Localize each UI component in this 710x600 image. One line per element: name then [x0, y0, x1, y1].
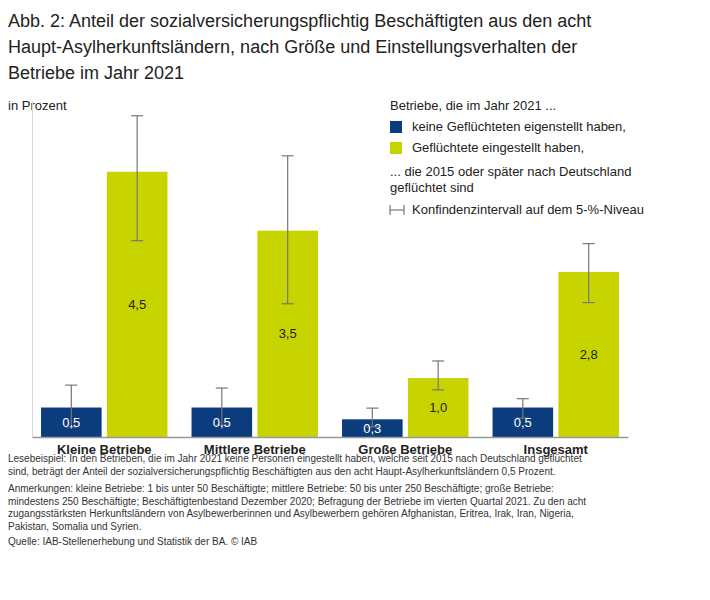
source: Quelle: IAB-Stellenerhebung und Statisti…: [8, 536, 258, 547]
error-bar-cap: [216, 387, 228, 388]
note: mindestens 250 Beschäftigte; Beschäftigt…: [8, 496, 586, 507]
error-bar-cap: [366, 408, 378, 409]
note: sind, beträgt der Anteil der sozialversi…: [8, 466, 556, 477]
error-bar-cap: [432, 389, 444, 390]
error-bar-cap: [583, 243, 595, 244]
note: Lesebeispiel: In den Betrieben, die im J…: [8, 453, 582, 464]
error-bar-cap: [583, 302, 595, 303]
error-bar-cap: [65, 385, 77, 386]
data-label: 0,5: [62, 415, 80, 430]
y-label: in Prozent: [8, 98, 67, 113]
data-label: 4,5: [128, 297, 146, 312]
data-label: 0,5: [514, 415, 532, 430]
title: Betriebe im Jahr 2021: [8, 63, 184, 83]
title: Abb. 2: Anteil der sozialversicherungspf…: [8, 11, 591, 31]
data-label: 3,5: [279, 326, 297, 341]
error-bar-cap: [131, 240, 143, 241]
error-bar: [583, 244, 595, 303]
error-bar-cap: [282, 155, 294, 156]
legend-swatch: [390, 142, 402, 154]
legend-suffix: ... die 2015 oder später nach Deutschlan…: [390, 164, 631, 179]
y-axis-line: [32, 102, 33, 438]
legend-suffix: geflüchtet sind: [390, 180, 474, 195]
x-axis-line: [33, 437, 629, 439]
legend-title: Betriebe, die im Jahr 2021 ...: [390, 98, 556, 113]
data-label: 2,8: [580, 347, 598, 362]
y-axis: [32, 102, 33, 438]
note: zugangsstärksten Herkunftsländern von As…: [8, 508, 574, 519]
error-bar: [131, 116, 143, 241]
error-bar-cap: [517, 398, 529, 399]
error-bar-cap: [282, 303, 294, 304]
error-bar-stem: [588, 244, 589, 303]
error-bar-stem: [438, 361, 439, 390]
error-bar-stem: [137, 116, 138, 241]
legend-swatch: [390, 121, 402, 133]
data-label: 0,3: [363, 421, 381, 436]
legend: Betriebe, die im Jahr 2021 ... keine Gefl…: [390, 98, 644, 217]
note: Pakistan, Somalia und Syrien.: [8, 521, 141, 532]
title: Haupt-Asylherkunftsländern, nach Größe u…: [8, 37, 577, 57]
legend-ci-icon: [390, 205, 404, 215]
data-label: 0,5: [213, 415, 231, 430]
error-bar-stem: [287, 156, 288, 304]
error-bar-cap: [432, 360, 444, 361]
chart: Abb. 2: Anteil der sozialversicherungspf…: [0, 0, 710, 600]
error-bar: [432, 361, 444, 390]
legend-label: keine Geflüchteten eigenstellt haben,: [412, 119, 626, 134]
data-label: 1,0: [429, 400, 447, 415]
error-bar-cap: [131, 115, 143, 116]
note: Anmerkungen: kleine Betriebe: 1 bis unte…: [8, 483, 554, 494]
data-labels: 0,5 0,5 0,3 0,5 4,5 3,5 1,0 2,8: [62, 297, 597, 436]
legend-ci-label: Konfindenzintervall auf dem 5-%-Niveau: [412, 202, 644, 217]
error-bar: [282, 156, 294, 304]
legend-label: Geflüchtete eingestellt haben,: [412, 140, 584, 155]
bar: [342, 419, 403, 437]
